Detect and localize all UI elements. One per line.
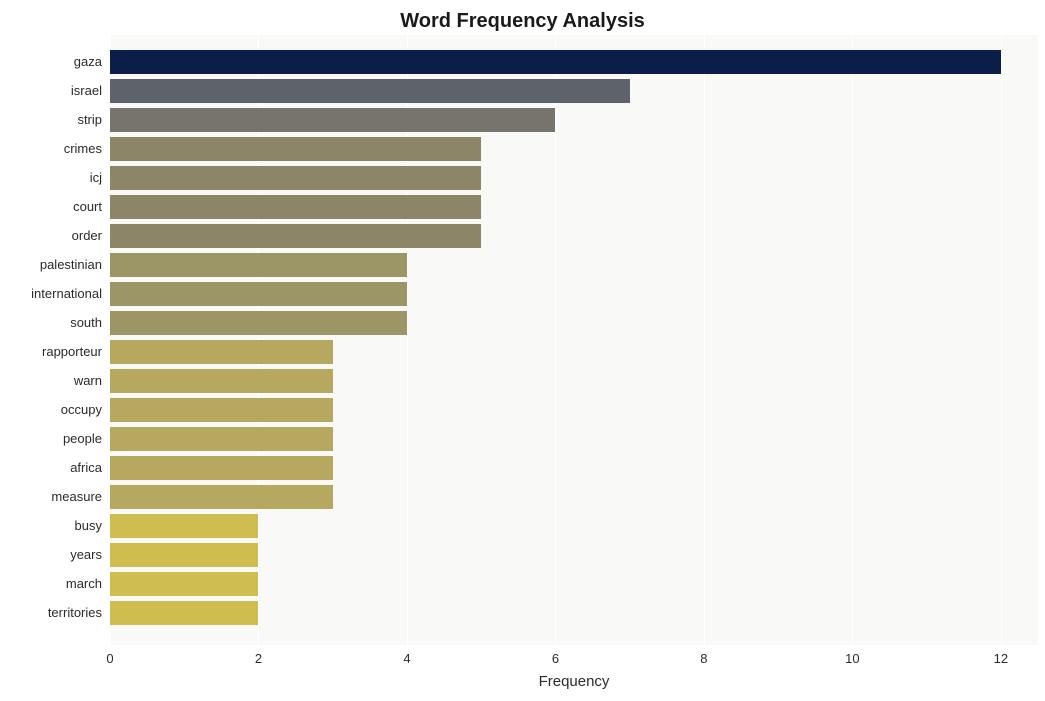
- y-tick-label: gaza: [0, 50, 102, 74]
- grid-line: [704, 35, 705, 645]
- bar: [110, 456, 333, 480]
- x-tick-label: 0: [106, 651, 113, 666]
- bar: [110, 427, 333, 451]
- bar: [110, 166, 481, 190]
- grid-line: [1001, 35, 1002, 645]
- y-tick-label: years: [0, 543, 102, 567]
- grid-line: [852, 35, 853, 645]
- y-tick-label: crimes: [0, 137, 102, 161]
- bar: [110, 601, 258, 625]
- bar: [110, 79, 630, 103]
- y-tick-label: palestinian: [0, 253, 102, 277]
- x-tick-label: 6: [552, 651, 559, 666]
- chart-title: Word Frequency Analysis: [0, 10, 1045, 33]
- bar: [110, 485, 333, 509]
- y-tick-label: order: [0, 224, 102, 248]
- y-tick-label: israel: [0, 79, 102, 103]
- x-axis-label: Frequency: [110, 673, 1038, 690]
- bar: [110, 398, 333, 422]
- bar: [110, 340, 333, 364]
- bar: [110, 282, 407, 306]
- x-tick-label: 12: [994, 651, 1008, 666]
- bar: [110, 572, 258, 596]
- y-tick-label: rapporteur: [0, 340, 102, 364]
- bar: [110, 195, 481, 219]
- y-tick-label: occupy: [0, 398, 102, 422]
- bar: [110, 50, 1001, 74]
- y-tick-label: international: [0, 282, 102, 306]
- plot-area: [110, 35, 1038, 645]
- y-tick-label: strip: [0, 108, 102, 132]
- bar: [110, 369, 333, 393]
- bar: [110, 253, 407, 277]
- y-tick-label: icj: [0, 166, 102, 190]
- bar: [110, 514, 258, 538]
- y-tick-label: march: [0, 572, 102, 596]
- y-tick-label: south: [0, 311, 102, 335]
- chart-container: Word Frequency Analysis Frequency 0 2 4 6 8 1…: [0, 0, 1045, 701]
- x-tick-label: 2: [255, 651, 262, 666]
- y-tick-label: measure: [0, 485, 102, 509]
- bar: [110, 311, 407, 335]
- x-tick-label: 10: [845, 651, 859, 666]
- y-tick-label: territories: [0, 601, 102, 625]
- bar: [110, 224, 481, 248]
- x-tick-label: 4: [403, 651, 410, 666]
- y-tick-label: busy: [0, 514, 102, 538]
- grid-line: [555, 35, 556, 645]
- y-tick-label: warn: [0, 369, 102, 393]
- bar: [110, 108, 555, 132]
- bar: [110, 137, 481, 161]
- y-tick-label: court: [0, 195, 102, 219]
- x-tick-label: 8: [700, 651, 707, 666]
- y-tick-label: people: [0, 427, 102, 451]
- bar: [110, 543, 258, 567]
- y-tick-label: africa: [0, 456, 102, 480]
